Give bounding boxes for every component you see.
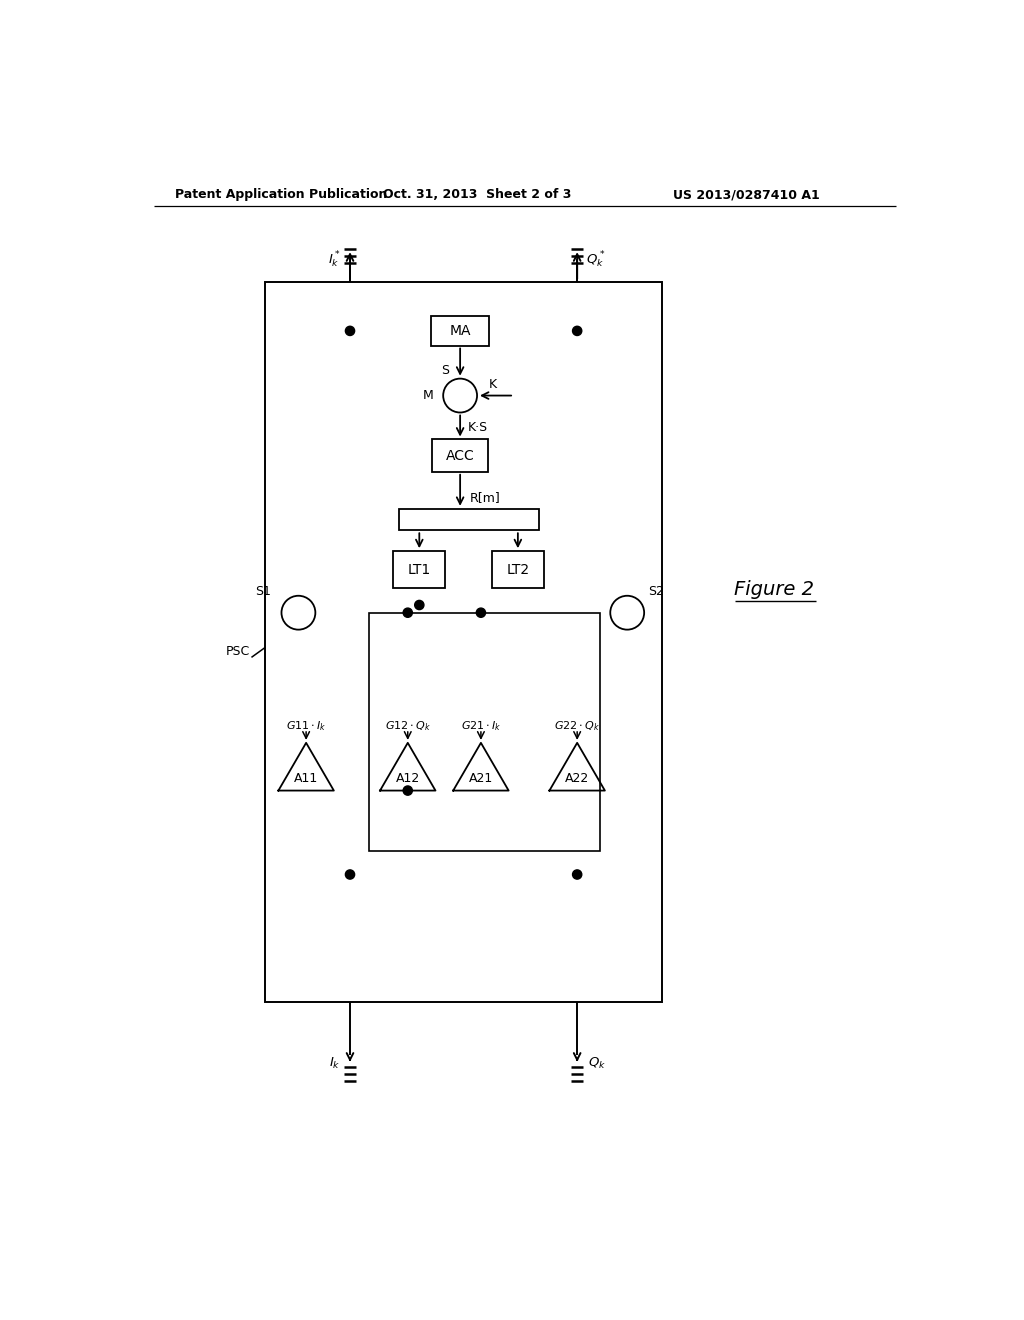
Text: Patent Application Publication: Patent Application Publication (174, 187, 387, 201)
Circle shape (345, 870, 354, 879)
Text: LT1: LT1 (408, 562, 431, 577)
Text: $I^*_k$: $I^*_k$ (328, 249, 341, 271)
Text: LT2: LT2 (506, 562, 529, 577)
Bar (492, 552, 544, 589)
Text: M: M (423, 389, 434, 403)
Text: MA: MA (450, 323, 471, 338)
Circle shape (403, 609, 413, 618)
Text: $I_k$: $I_k$ (329, 1056, 341, 1071)
Text: A22: A22 (565, 772, 589, 785)
Circle shape (345, 326, 354, 335)
Text: A11: A11 (294, 772, 318, 785)
Text: S: S (441, 364, 450, 378)
Circle shape (476, 609, 485, 618)
Bar (398, 508, 539, 531)
Text: A21: A21 (469, 772, 493, 785)
Text: US 2013/0287410 A1: US 2013/0287410 A1 (673, 187, 820, 201)
Text: K·S: K·S (468, 421, 488, 434)
Text: $G11 \cdot I_k$: $G11 \cdot I_k$ (286, 719, 327, 733)
Text: R[m]: R[m] (469, 491, 500, 504)
Circle shape (443, 379, 477, 413)
Bar (370, 612, 600, 851)
Bar (265, 281, 662, 1002)
Text: ACC: ACC (445, 449, 474, 462)
Circle shape (610, 595, 644, 630)
Text: $G22 \cdot Q_k$: $G22 \cdot Q_k$ (554, 719, 600, 733)
Text: $Q_k$: $Q_k$ (588, 1056, 606, 1071)
Text: Figure 2: Figure 2 (733, 579, 813, 599)
Circle shape (572, 326, 582, 335)
Text: PSC: PSC (225, 644, 250, 657)
Circle shape (282, 595, 315, 630)
Bar (432, 440, 487, 471)
Circle shape (415, 601, 424, 610)
Text: K: K (488, 379, 497, 391)
Bar (393, 552, 445, 589)
Text: $Q^*_k$: $Q^*_k$ (587, 249, 606, 271)
Text: $G12 \cdot Q_k$: $G12 \cdot Q_k$ (385, 719, 431, 733)
Text: $G21 \cdot I_k$: $G21 \cdot I_k$ (461, 719, 502, 733)
Text: S2: S2 (648, 585, 664, 598)
Bar (431, 317, 489, 346)
Text: Oct. 31, 2013  Sheet 2 of 3: Oct. 31, 2013 Sheet 2 of 3 (383, 187, 571, 201)
Text: S1: S1 (255, 585, 270, 598)
Text: A12: A12 (395, 772, 420, 785)
Circle shape (403, 785, 413, 795)
Circle shape (572, 870, 582, 879)
